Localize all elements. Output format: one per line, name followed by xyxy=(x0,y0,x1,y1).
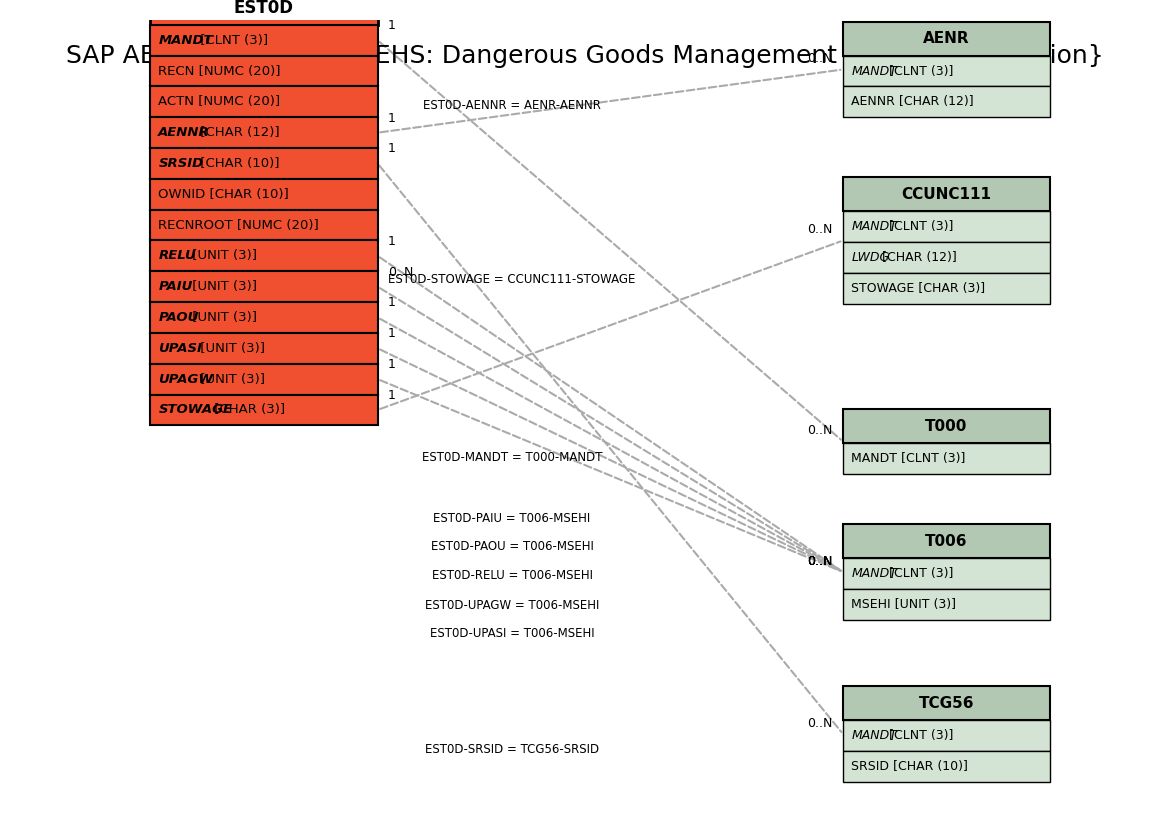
FancyBboxPatch shape xyxy=(150,364,378,394)
Text: EST0D-PAIU = T006-MSEHI: EST0D-PAIU = T006-MSEHI xyxy=(434,512,590,525)
Text: 1: 1 xyxy=(388,19,396,32)
Text: [CHAR (12)]: [CHAR (12)] xyxy=(195,126,279,139)
Text: EST0D-UPAGW = T006-MSEHI: EST0D-UPAGW = T006-MSEHI xyxy=(424,599,600,612)
Text: 1: 1 xyxy=(388,235,396,248)
FancyBboxPatch shape xyxy=(843,242,1050,273)
FancyBboxPatch shape xyxy=(843,87,1050,117)
Text: 0..N: 0..N xyxy=(808,555,832,568)
FancyBboxPatch shape xyxy=(150,271,378,302)
Text: EST0D-MANDT = T000-MANDT: EST0D-MANDT = T000-MANDT xyxy=(422,451,602,464)
Text: MANDT: MANDT xyxy=(158,34,213,47)
FancyBboxPatch shape xyxy=(843,524,1050,558)
Text: RECN [NUMC (20)]: RECN [NUMC (20)] xyxy=(158,65,281,77)
FancyBboxPatch shape xyxy=(843,751,1050,782)
FancyBboxPatch shape xyxy=(843,409,1050,443)
Text: TCG56: TCG56 xyxy=(919,696,974,711)
Text: [CLNT (3)]: [CLNT (3)] xyxy=(885,65,954,77)
Text: [CHAR (3)]: [CHAR (3)] xyxy=(210,404,285,416)
FancyBboxPatch shape xyxy=(843,589,1050,620)
Text: AENNR [CHAR (12)]: AENNR [CHAR (12)] xyxy=(851,96,974,108)
FancyBboxPatch shape xyxy=(150,333,378,364)
Text: SAP ABAP table EST0D {EHS: Dangerous Goods Management - Risk Classification}: SAP ABAP table EST0D {EHS: Dangerous Goo… xyxy=(65,44,1104,68)
Text: [UNIT (3)]: [UNIT (3)] xyxy=(188,250,257,262)
Text: 0..N: 0..N xyxy=(808,555,832,568)
FancyBboxPatch shape xyxy=(843,273,1050,304)
FancyBboxPatch shape xyxy=(843,177,1050,211)
Text: 1: 1 xyxy=(388,111,396,125)
Text: 1: 1 xyxy=(388,296,396,310)
FancyBboxPatch shape xyxy=(150,394,378,425)
Text: [UNIT (3)]: [UNIT (3)] xyxy=(188,311,257,324)
Text: SRSID [CHAR (10)]: SRSID [CHAR (10)] xyxy=(851,760,968,773)
Text: STOWAGE [CHAR (3)]: STOWAGE [CHAR (3)] xyxy=(851,282,985,295)
Text: PAOU: PAOU xyxy=(158,311,199,324)
Text: 0..N: 0..N xyxy=(808,555,832,568)
Text: EST0D-UPASI = T006-MSEHI: EST0D-UPASI = T006-MSEHI xyxy=(430,627,594,640)
Text: MANDT: MANDT xyxy=(851,567,898,580)
Text: PAIU: PAIU xyxy=(158,280,193,293)
FancyBboxPatch shape xyxy=(843,56,1050,87)
FancyBboxPatch shape xyxy=(150,148,378,179)
Text: EST0D-SRSID = TCG56-SRSID: EST0D-SRSID = TCG56-SRSID xyxy=(426,743,600,756)
Text: 0..N: 0..N xyxy=(808,717,832,730)
Text: EST0D-PAOU = T006-MSEHI: EST0D-PAOU = T006-MSEHI xyxy=(430,541,594,553)
Text: RELU: RELU xyxy=(158,250,196,262)
Text: 1: 1 xyxy=(388,327,396,340)
Text: MANDT: MANDT xyxy=(851,730,898,742)
Text: AENNR: AENNR xyxy=(158,126,210,139)
FancyBboxPatch shape xyxy=(150,210,378,240)
FancyBboxPatch shape xyxy=(150,117,378,148)
Text: RECNROOT [NUMC (20)]: RECNROOT [NUMC (20)] xyxy=(158,219,319,231)
FancyBboxPatch shape xyxy=(150,0,378,25)
Text: UPAGW: UPAGW xyxy=(158,373,213,385)
Text: STOWAGE: STOWAGE xyxy=(158,404,233,416)
Text: [CLNT (3)]: [CLNT (3)] xyxy=(195,34,268,47)
Text: MANDT [CLNT (3)]: MANDT [CLNT (3)] xyxy=(851,452,966,465)
FancyBboxPatch shape xyxy=(150,240,378,271)
Text: MANDT: MANDT xyxy=(851,220,898,233)
Text: 0..N: 0..N xyxy=(808,52,832,66)
FancyBboxPatch shape xyxy=(150,25,378,56)
Text: [CHAR (12)]: [CHAR (12)] xyxy=(878,251,957,264)
FancyBboxPatch shape xyxy=(150,179,378,210)
FancyBboxPatch shape xyxy=(843,558,1050,589)
Text: 0..N: 0..N xyxy=(808,424,832,438)
Text: 0..N: 0..N xyxy=(388,265,414,279)
FancyBboxPatch shape xyxy=(843,211,1050,242)
Text: CCUNC111: CCUNC111 xyxy=(901,186,991,202)
Text: EST0D: EST0D xyxy=(234,0,293,17)
Text: MSEHI [UNIT (3)]: MSEHI [UNIT (3)] xyxy=(851,598,956,611)
FancyBboxPatch shape xyxy=(150,87,378,117)
Text: EST0D-STOWAGE = CCUNC111-STOWAGE: EST0D-STOWAGE = CCUNC111-STOWAGE xyxy=(388,273,636,286)
Text: 1: 1 xyxy=(388,389,396,402)
Text: ACTN [NUMC (20)]: ACTN [NUMC (20)] xyxy=(158,96,281,108)
Text: [CLNT (3)]: [CLNT (3)] xyxy=(885,730,954,742)
Text: T006: T006 xyxy=(926,533,968,549)
FancyBboxPatch shape xyxy=(150,56,378,87)
Text: UPASI: UPASI xyxy=(158,342,202,354)
FancyBboxPatch shape xyxy=(150,302,378,333)
FancyBboxPatch shape xyxy=(843,721,1050,751)
Text: EST0D-AENNR = AENR-AENNR: EST0D-AENNR = AENR-AENNR xyxy=(423,99,601,111)
Text: MANDT: MANDT xyxy=(851,65,898,77)
Text: 0..N: 0..N xyxy=(808,555,832,568)
Text: [UNIT (3)]: [UNIT (3)] xyxy=(188,280,257,293)
Text: AENR: AENR xyxy=(924,31,970,46)
FancyBboxPatch shape xyxy=(843,443,1050,474)
Text: OWNID [CHAR (10)]: OWNID [CHAR (10)] xyxy=(158,188,289,201)
Text: SRSID: SRSID xyxy=(158,157,203,170)
FancyBboxPatch shape xyxy=(843,22,1050,56)
Text: EST0D-RELU = T006-MSEHI: EST0D-RELU = T006-MSEHI xyxy=(431,569,593,582)
Text: [UNIT (3)]: [UNIT (3)] xyxy=(195,373,264,385)
Text: LWDG: LWDG xyxy=(851,251,890,264)
Text: [CLNT (3)]: [CLNT (3)] xyxy=(885,567,954,580)
Text: T000: T000 xyxy=(926,418,968,433)
FancyBboxPatch shape xyxy=(843,686,1050,721)
Text: 1: 1 xyxy=(388,142,396,156)
Text: [CLNT (3)]: [CLNT (3)] xyxy=(885,220,954,233)
Text: [UNIT (3)]: [UNIT (3)] xyxy=(195,342,264,354)
Text: 0..N: 0..N xyxy=(808,224,832,236)
Text: [CHAR (10)]: [CHAR (10)] xyxy=(195,157,279,170)
Text: 1: 1 xyxy=(388,358,396,371)
